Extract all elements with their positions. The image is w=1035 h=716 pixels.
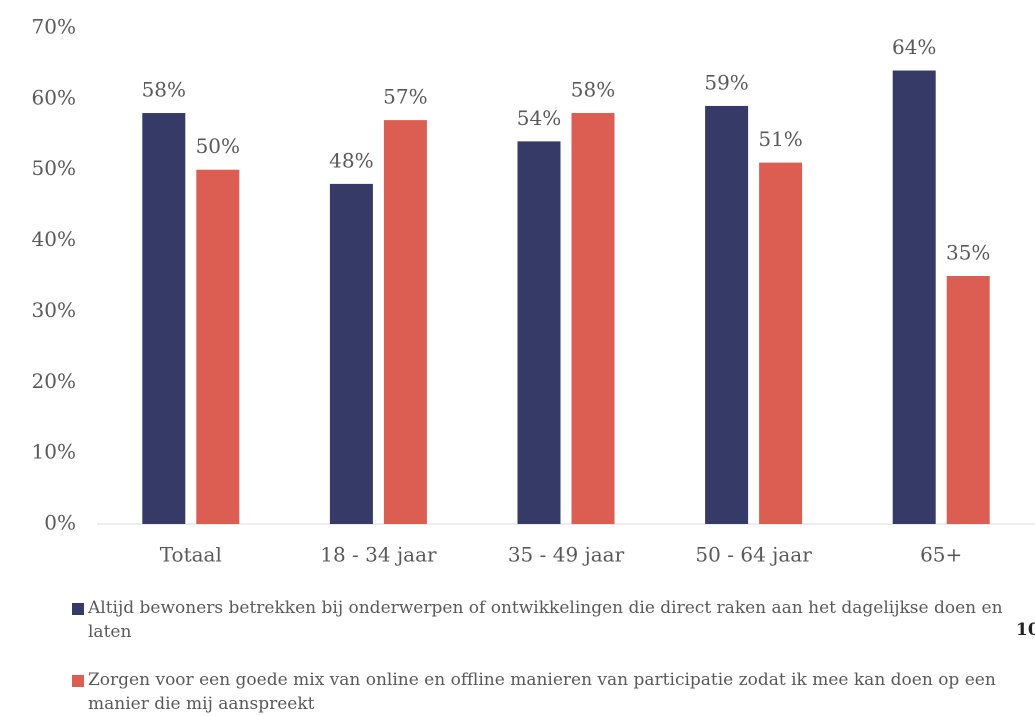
y-tick-label: 30% [32,298,76,322]
x-tick-label: 18 - 34 jaar [320,543,437,567]
data-label: 50% [196,134,240,158]
y-tick-label: 60% [32,85,76,109]
data-label: 54% [517,106,561,130]
y-tick-label: 50% [32,156,76,180]
bar [705,105,749,524]
y-tick-label: 0% [44,511,76,535]
y-tick-label: 70% [32,15,76,39]
x-tick-label: Totaal [160,543,222,567]
y-tick-label: 20% [32,369,76,393]
page-number: 10 [1016,620,1035,640]
legend-swatch [72,675,84,687]
data-label: 58% [142,78,186,102]
data-label: 59% [704,70,748,94]
bar [571,113,615,525]
data-label: 48% [329,148,373,172]
bar [517,141,561,524]
bar [142,113,186,525]
chart: 0% 10% 20% 30% 40% 50% 60% 70% Totaal 58% 50% 18 - … [32,15,1035,567]
bar [329,183,373,524]
data-label: 64% [892,35,936,59]
x-tick-label: 35 - 49 jaar [508,543,625,567]
data-label: 35% [946,241,990,265]
y-tick-label: 10% [32,440,76,464]
bar [946,276,990,524]
legend-label: Zorgen voor een goede mix van online en … [88,670,996,714]
bar [892,70,936,524]
data-label: 51% [758,127,802,151]
bar [759,162,803,524]
bar [196,169,240,524]
legend-item: Zorgen voor een goede mix van online en … [72,668,1012,716]
legend-label: Altijd bewoners betrekken bij onderwerpe… [88,598,1003,642]
y-tick-label: 40% [32,227,76,251]
x-tick-label: 50 - 64 jaar [695,543,812,567]
data-label: 57% [383,85,427,109]
legend-item: Altijd bewoners betrekken bij onderwerpe… [72,596,1012,644]
legend-swatch [72,603,84,615]
x-tick-label: 65+ [920,543,962,567]
data-label: 58% [571,78,615,102]
bar [383,120,427,524]
